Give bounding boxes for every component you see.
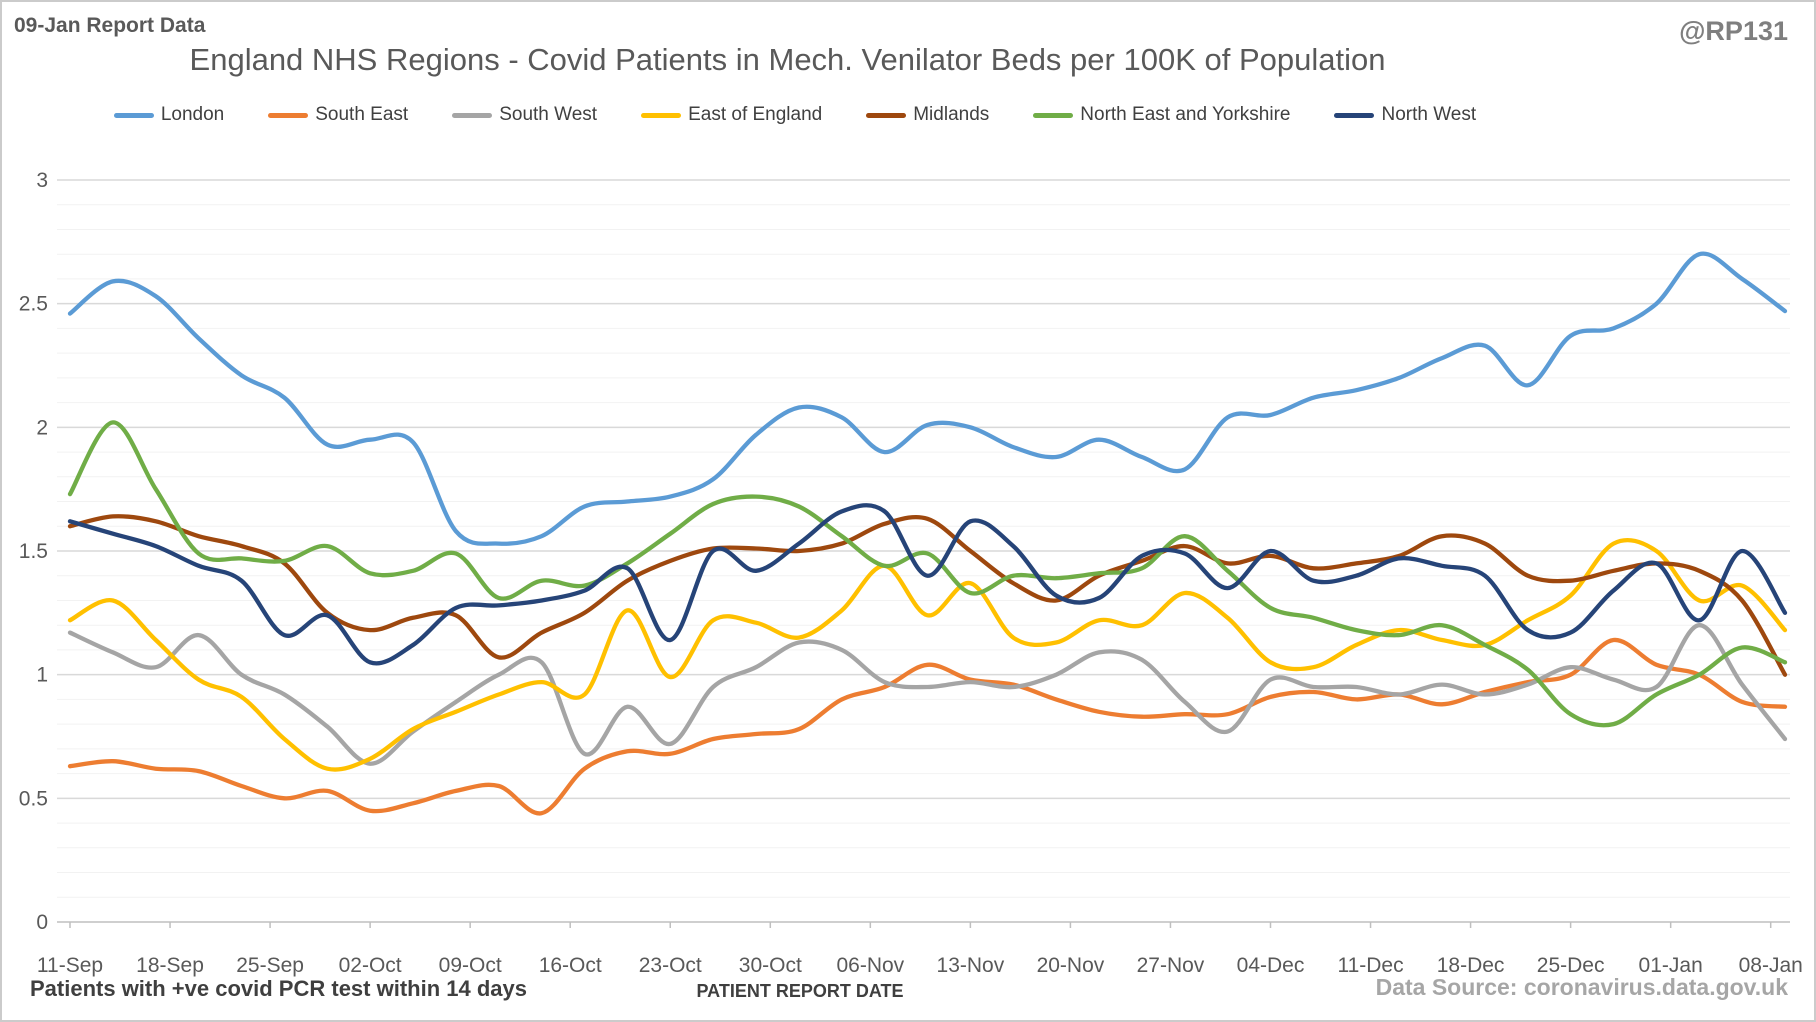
y-tick-label: 0.5 <box>19 787 48 810</box>
legend-label: North East and Yorkshire <box>1080 104 1291 125</box>
series-line-london <box>67 251 1788 546</box>
y-axis-labels: 0 0.5 1 1.5 2 2.5 3 <box>19 169 48 934</box>
legend-swatch-icon <box>268 112 309 118</box>
series-line-south-east <box>67 637 1788 816</box>
legend-item-south-east: South East <box>268 104 408 126</box>
legend-swatch-icon <box>641 112 682 118</box>
legend-label: Midlands <box>913 104 990 125</box>
series-line-north-east-and-yorkshire <box>67 420 1788 728</box>
series-line-south-west <box>67 623 1788 766</box>
x-tick-label: 13-Nov <box>937 954 1005 977</box>
x-tick-label: 11-Dec <box>1337 954 1403 977</box>
y-tick-label: 1.5 <box>19 540 48 563</box>
x-tick-label: 16-Oct <box>539 954 602 977</box>
series-line-midlands <box>67 514 1788 677</box>
author-handle: @RP131 <box>1679 16 1788 46</box>
legend-item-north-east-and-yorkshire: North East and Yorkshire <box>1033 104 1290 126</box>
legend-item-london: London <box>113 104 225 126</box>
report-date-label: 09-Jan Report Data <box>14 14 206 37</box>
x-tick-label: 02-Oct <box>339 954 402 977</box>
legend-swatch-icon <box>113 112 154 118</box>
x-axis-title: PATIENT REPORT DATE <box>696 981 904 1001</box>
chart-title: England NHS Regions - Covid Patients in … <box>189 42 1386 77</box>
x-axis-labels: 11-Sep 18-Sep 25-Sep 02-Oct 09-Oct 16-Oct 23-O… <box>37 954 1803 977</box>
y-tick-label: 3 <box>36 169 48 192</box>
x-tick-label: 04-Dec <box>1237 954 1305 977</box>
x-tick-label: 09-Oct <box>439 954 502 977</box>
series-lines <box>67 251 1788 816</box>
x-tick-label: 27-Nov <box>1137 954 1205 977</box>
x-tick-label: 23-Oct <box>639 954 702 977</box>
y-tick-label: 2 <box>36 416 48 439</box>
x-tick-label: 11-Sep <box>37 954 103 977</box>
x-tick-label: 18-Dec <box>1437 954 1505 977</box>
x-tick-label: 25-Dec <box>1537 954 1605 977</box>
series-line-east-of-england <box>67 538 1788 772</box>
y-tick-label: 0 <box>36 911 48 934</box>
series-line-north-west <box>67 503 1788 666</box>
legend-swatch-icon <box>452 112 493 118</box>
x-tick-label: 08-Jan <box>1739 954 1803 977</box>
y-tick-label: 2.5 <box>19 293 48 316</box>
x-tick-label: 20-Nov <box>1037 954 1105 977</box>
legend-label: South West <box>499 104 598 125</box>
x-axis <box>57 921 1790 928</box>
data-source-label: Data Source: coronavirus.data.gov.uk <box>1375 974 1788 1000</box>
major-gridlines <box>57 179 1790 800</box>
legend-swatch-icon <box>866 112 907 118</box>
legend-item-east-of-england: East of England <box>641 104 822 126</box>
legend-label: North West <box>1381 104 1477 125</box>
x-tick-label: 18-Sep <box>136 954 204 977</box>
legend-item-midlands: Midlands <box>866 104 989 126</box>
legend-swatch-icon <box>1033 112 1074 118</box>
legend-swatch-icon <box>1334 112 1375 118</box>
legend-label: London <box>160 104 225 125</box>
legend-item-north-west: North West <box>1334 104 1476 126</box>
x-tick-label: 25-Sep <box>236 954 304 977</box>
x-tick-label: 01-Jan <box>1639 954 1703 977</box>
legend-item-south-west: South West <box>452 104 597 126</box>
legend-label: South East <box>315 104 409 125</box>
y-tick-label: 1 <box>36 664 48 687</box>
chart-legend: London South East South West East of Englan… <box>0 104 1590 126</box>
footnote-patients: Patients with +ve covid PCR test within … <box>30 976 527 1001</box>
x-tick-label: 06-Nov <box>836 954 904 977</box>
legend-label: East of England <box>688 104 823 125</box>
x-tick-label: 30-Oct <box>739 954 802 977</box>
